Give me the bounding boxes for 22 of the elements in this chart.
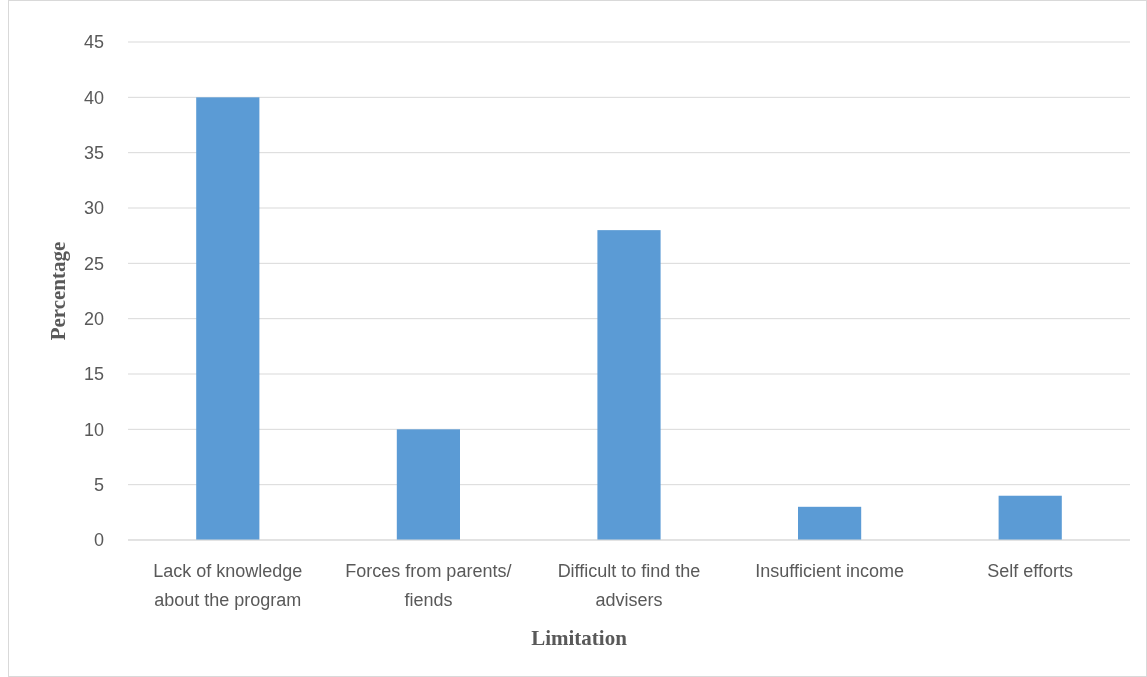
bar [196, 97, 260, 540]
y-tick-label: 5 [93, 474, 104, 495]
y-tick-label: 25 [83, 253, 104, 274]
bar [798, 506, 862, 540]
y-tick-label: 40 [83, 87, 104, 108]
y-tick-label: 35 [83, 142, 104, 163]
x-tick-label: Insufficient income [755, 561, 904, 581]
x-tick-label: Self efforts [987, 561, 1074, 581]
bar [597, 230, 661, 540]
bar [998, 495, 1062, 540]
y-tick-label: 20 [83, 308, 104, 329]
x-tick-label: Difficult to find the advisers [557, 561, 701, 610]
y-tick-label: 15 [83, 364, 104, 385]
y-axis-title: Percentage [46, 241, 70, 341]
bar [396, 429, 460, 540]
y-tick-label: 0 [93, 530, 104, 551]
x-tick-label: Lack of knowledge about the program [153, 561, 303, 610]
x-tick-label: Forces from parents/ fiends [345, 561, 512, 610]
y-tick-label: 10 [83, 419, 104, 440]
x-axis-title: Limitation [531, 626, 628, 650]
y-tick-label: 30 [83, 198, 104, 219]
y-tick-label: 45 [83, 32, 104, 53]
